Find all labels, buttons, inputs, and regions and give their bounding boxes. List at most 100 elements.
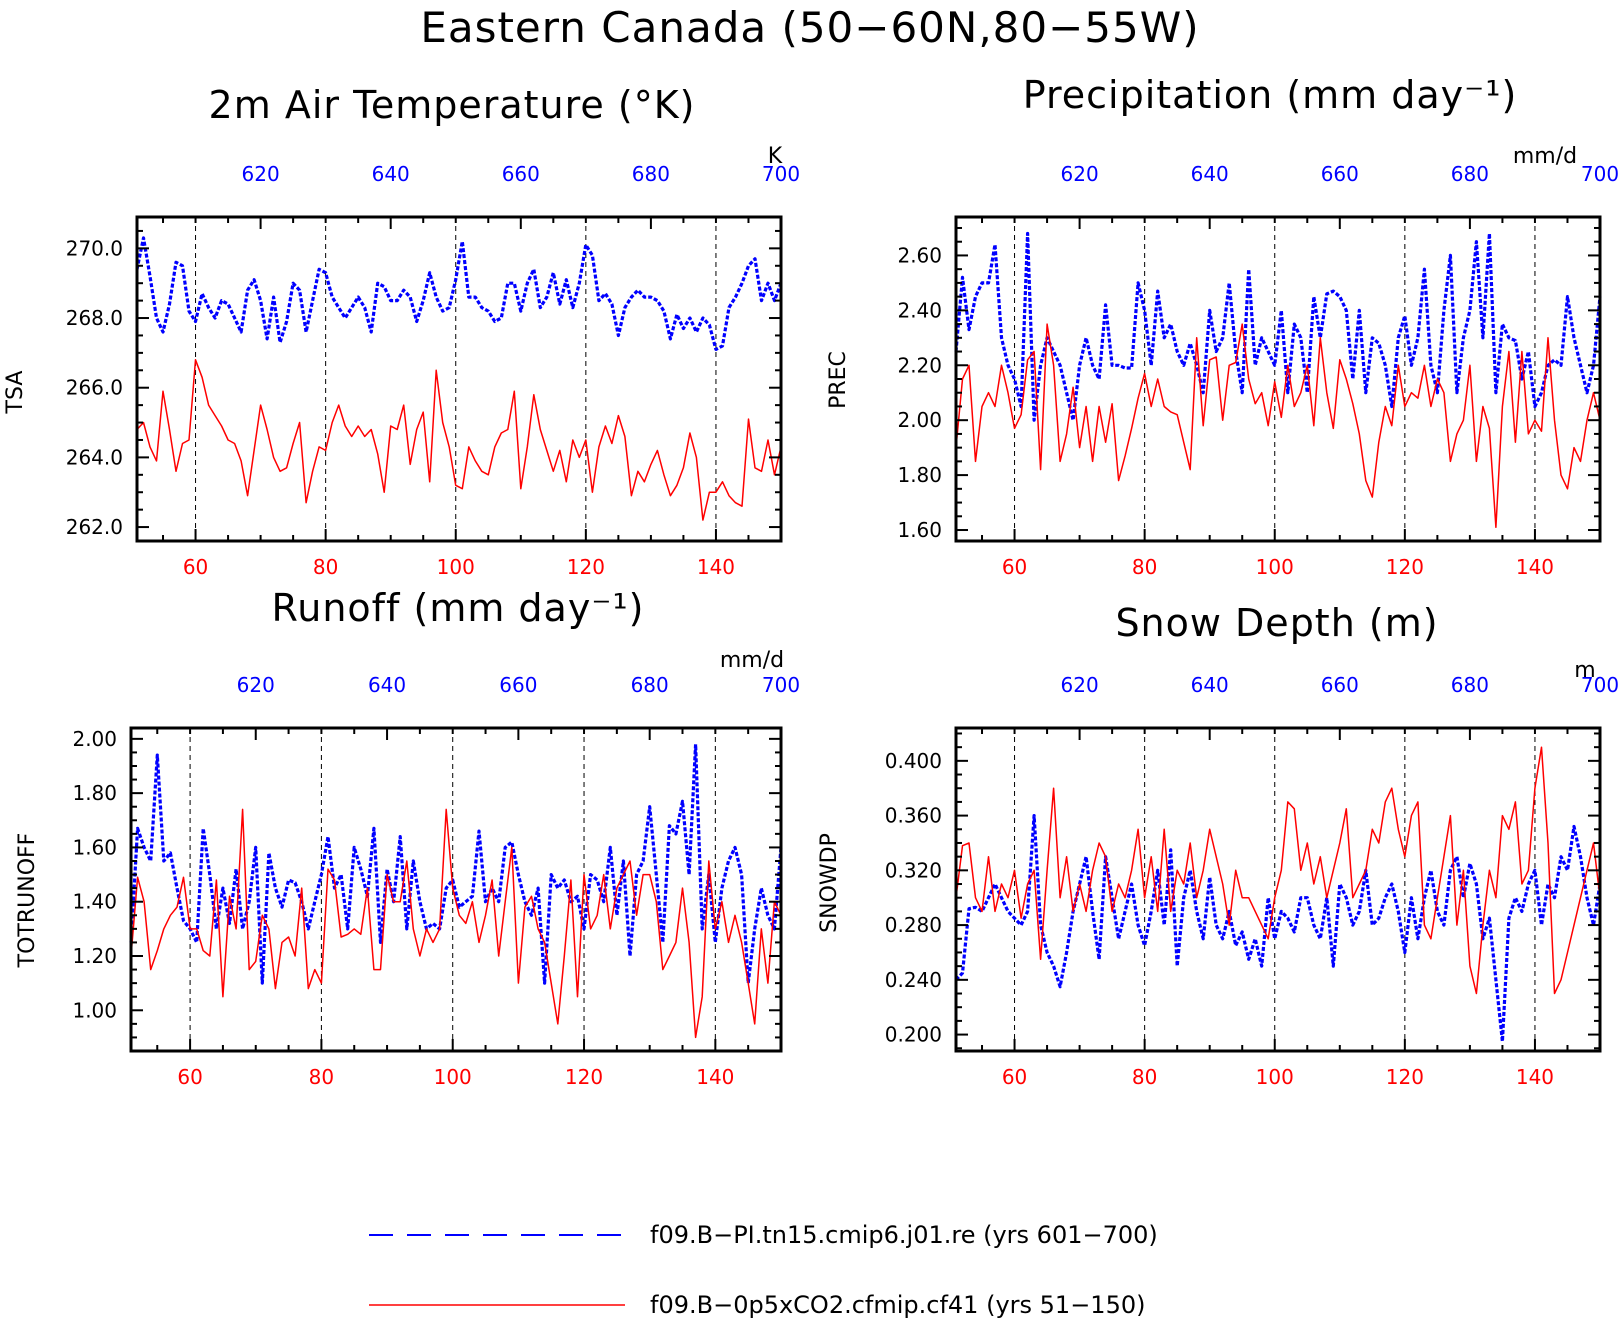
x-tick-label-top: 660 xyxy=(499,673,537,697)
y-tick-label: 1.80 xyxy=(897,463,942,487)
x-tick-label-bottom: 140 xyxy=(696,1065,734,1089)
series-line-dashed xyxy=(954,231,1602,422)
ylabel-prec: PREC xyxy=(826,351,851,409)
y-tick-label: 0.360 xyxy=(885,804,942,828)
x-tick-label-top: 620 xyxy=(1061,673,1099,697)
x-tick-label-top: 640 xyxy=(368,673,406,697)
unit-label-prec: mm/d xyxy=(1513,144,1577,169)
y-tick-label: 1.60 xyxy=(897,518,942,542)
unit-label-snowdp: m xyxy=(1574,658,1595,683)
plot-area-tsa: 60 80 100 120 140 620 640 660 680 700 262.0 264.0 26… xyxy=(66,162,800,579)
y-tick-label: 1.80 xyxy=(72,781,117,805)
ylabel-tsa: TSA xyxy=(3,371,28,415)
unit-label-totrunoff: mm/d xyxy=(720,648,784,673)
x-tick-label-bottom: 60 xyxy=(183,555,208,579)
panel-title-totrunoff: Runoff (mm day⁻¹) xyxy=(272,586,645,630)
y-tick-label: 0.280 xyxy=(885,913,942,937)
y-tick-label: 0.400 xyxy=(885,749,942,773)
x-tick-label-top: 680 xyxy=(631,673,669,697)
x-tick-label-bottom: 120 xyxy=(565,1065,603,1089)
x-tick-label-top: 640 xyxy=(1191,162,1229,186)
series-line-solid xyxy=(955,323,1601,529)
y-tick-label: 0.200 xyxy=(885,1023,942,1047)
y-tick-label: 2.00 xyxy=(897,408,942,432)
y-tick-label: 1.60 xyxy=(72,835,117,859)
x-tick-label-top: 660 xyxy=(502,162,540,186)
x-tick-label-top: 660 xyxy=(1321,162,1359,186)
plot-frame xyxy=(129,726,783,1053)
series-line-solid xyxy=(130,808,782,1039)
plot-area-prec: 60 80 100 120 140 620 640 660 680 700 1.60 1.80 2.00… xyxy=(897,162,1619,579)
x-tick-label-top: 700 xyxy=(762,162,800,186)
ylabel-totrunoff: TOTRUNOFF xyxy=(15,833,40,969)
x-tick-label-top: 640 xyxy=(1191,673,1229,697)
x-tick-label-bottom: 100 xyxy=(1256,555,1294,579)
x-tick-label-top: 680 xyxy=(1451,673,1489,697)
legend-label-dashed: f09.B−PI.tn15.cmip6.j01.re (yrs 601−700) xyxy=(650,1221,1158,1249)
x-tick-label-bottom: 120 xyxy=(1386,1065,1424,1089)
x-tick-label-top: 700 xyxy=(762,673,800,697)
panel-title-tsa: 2m Air Temperature (°K) xyxy=(209,83,696,127)
x-tick-label-bottom: 60 xyxy=(1002,1065,1027,1089)
main-title: Eastern Canada (50−60N,80−55W) xyxy=(420,3,1199,52)
panel-snowdp: Snow Depth (m) m SNOWDP 60 80 100 120 140 620… xyxy=(817,601,1619,1089)
x-tick-label-bottom: 120 xyxy=(567,555,605,579)
x-tick-label-bottom: 140 xyxy=(697,555,735,579)
y-tick-label: 270.0 xyxy=(66,236,123,260)
y-tick-label: 1.40 xyxy=(72,890,117,914)
panel-title-snowdp: Snow Depth (m) xyxy=(1115,601,1438,645)
plot-frame xyxy=(135,215,783,543)
x-tick-label-top: 660 xyxy=(1321,673,1359,697)
plot-area-snowdp: 60 80 100 120 140 620 640 660 680 700 0.200 0.240 0.… xyxy=(885,673,1619,1089)
y-tick-label: 2.40 xyxy=(897,298,942,322)
x-tick-label-top: 700 xyxy=(1581,162,1619,186)
x-tick-label-top: 640 xyxy=(372,162,410,186)
x-tick-label-bottom: 80 xyxy=(309,1065,334,1089)
x-tick-label-bottom: 140 xyxy=(1516,555,1554,579)
x-tick-label-bottom: 80 xyxy=(1132,1065,1157,1089)
legend: f09.B−PI.tn15.cmip6.j01.re (yrs 601−700)… xyxy=(369,1221,1158,1319)
y-tick-label: 2.60 xyxy=(897,243,942,267)
y-tick-label: 2.20 xyxy=(897,353,942,377)
legend-label-solid: f09.B−0p5xCO2.cfmip.cf41 (yrs 51−150) xyxy=(650,1291,1145,1319)
x-tick-label-top: 680 xyxy=(632,162,670,186)
y-tick-label: 1.20 xyxy=(72,944,117,968)
x-tick-label-bottom: 80 xyxy=(1132,555,1157,579)
y-tick-label: 0.320 xyxy=(885,858,942,882)
x-tick-label-bottom: 80 xyxy=(313,555,338,579)
x-tick-label-bottom: 60 xyxy=(177,1065,202,1089)
x-tick-label-bottom: 120 xyxy=(1386,555,1424,579)
x-tick-label-bottom: 140 xyxy=(1516,1065,1554,1089)
series-line-dashed xyxy=(954,813,1602,1044)
x-tick-label-bottom: 100 xyxy=(434,1065,472,1089)
y-tick-label: 0.240 xyxy=(885,968,942,992)
x-tick-label-top: 620 xyxy=(242,162,280,186)
y-tick-label: 1.00 xyxy=(72,998,117,1022)
ylabel-snowdp: SNOWDP xyxy=(817,833,842,933)
plot-frame xyxy=(954,215,1602,543)
series-line-dashed xyxy=(135,236,783,351)
series-line-solid xyxy=(955,746,1601,995)
x-tick-label-bottom: 60 xyxy=(1002,555,1027,579)
panel-totrunoff: Runoff (mm day⁻¹) mm/d TOTRUNOFF 60 80 100… xyxy=(15,586,800,1089)
x-tick-label-top: 680 xyxy=(1451,162,1489,186)
panel-tsa: 2m Air Temperature (°K) K TSA 60 80 100 120… xyxy=(3,83,800,579)
x-tick-label-bottom: 100 xyxy=(1256,1065,1294,1089)
series-line-solid xyxy=(136,359,782,521)
plot-frame xyxy=(954,726,1602,1053)
x-tick-label-top: 620 xyxy=(1061,162,1099,186)
x-tick-label-top: 620 xyxy=(237,673,275,697)
x-tick-label-top: 700 xyxy=(1581,673,1619,697)
panel-prec: Precipitation (mm day⁻¹) mm/d PREC 60 80 1… xyxy=(826,73,1619,579)
series-line-dashed xyxy=(129,742,783,985)
y-tick-label: 2.00 xyxy=(72,727,117,751)
x-tick-label-bottom: 100 xyxy=(437,555,475,579)
y-tick-label: 264.0 xyxy=(66,445,123,469)
y-tick-label: 268.0 xyxy=(66,306,123,330)
plot-area-totrunoff: 60 80 100 120 140 620 640 660 680 700 1.00 1.20 1.40… xyxy=(72,673,800,1089)
y-tick-label: 262.0 xyxy=(66,515,123,539)
panel-title-prec: Precipitation (mm day⁻¹) xyxy=(1023,73,1518,117)
y-tick-label: 266.0 xyxy=(66,376,123,400)
unit-label-tsa: K xyxy=(768,144,783,169)
